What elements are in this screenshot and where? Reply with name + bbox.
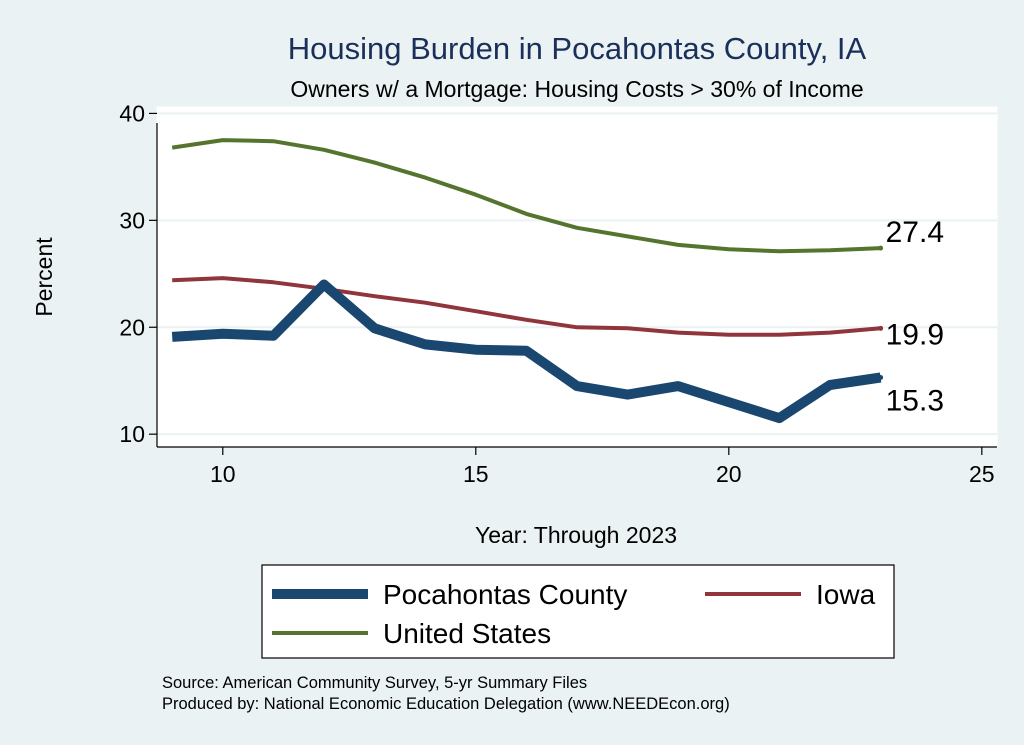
producer-note: Produced by: National Economic Education… bbox=[162, 695, 730, 713]
x-tick-label: 15 bbox=[463, 461, 489, 487]
y-tick-label: 40 bbox=[119, 100, 145, 126]
legend: Pocahontas County Iowa United States bbox=[272, 579, 876, 649]
plot-area bbox=[156, 106, 998, 448]
y-tick-label: 20 bbox=[119, 314, 145, 340]
axes: 10 20 30 40 10 15 20 25 bbox=[119, 100, 997, 487]
series-lines bbox=[171, 138, 884, 424]
legend-label: Pocahontas County bbox=[383, 579, 627, 610]
x-axis-title: Year: Through 2023 bbox=[475, 522, 677, 548]
source-note: Source: American Community Survey, 5-yr … bbox=[162, 674, 587, 692]
series-line-iowa bbox=[172, 276, 881, 337]
x-tick-label: 10 bbox=[210, 461, 236, 487]
end-point bbox=[878, 325, 884, 331]
legend-label: Iowa bbox=[816, 579, 876, 610]
end-point bbox=[878, 375, 884, 381]
end-labels: 15.3 19.9 27.4 bbox=[886, 216, 944, 417]
chart-subtitle: Owners w/ a Mortgage: Housing Costs > 30… bbox=[290, 76, 863, 102]
y-tick-label: 10 bbox=[119, 421, 145, 447]
y-tick-label: 30 bbox=[119, 207, 145, 233]
y-axis-title: Percent bbox=[31, 237, 57, 317]
x-tick-label: 25 bbox=[969, 461, 995, 487]
grid-lines bbox=[157, 112, 997, 436]
end-label: 27.4 bbox=[886, 216, 944, 249]
end-label: 19.9 bbox=[886, 318, 944, 351]
end-label: 15.3 bbox=[886, 385, 944, 418]
legend-box bbox=[261, 564, 895, 659]
end-point bbox=[878, 245, 884, 251]
legend-label: United States bbox=[383, 618, 551, 649]
x-tick-label: 20 bbox=[716, 461, 742, 487]
series-line-united-states bbox=[171, 138, 881, 254]
series-line-pocahontas-county bbox=[171, 279, 882, 424]
chart-title: Housing Burden in Pocahontas County, IA bbox=[288, 31, 867, 66]
